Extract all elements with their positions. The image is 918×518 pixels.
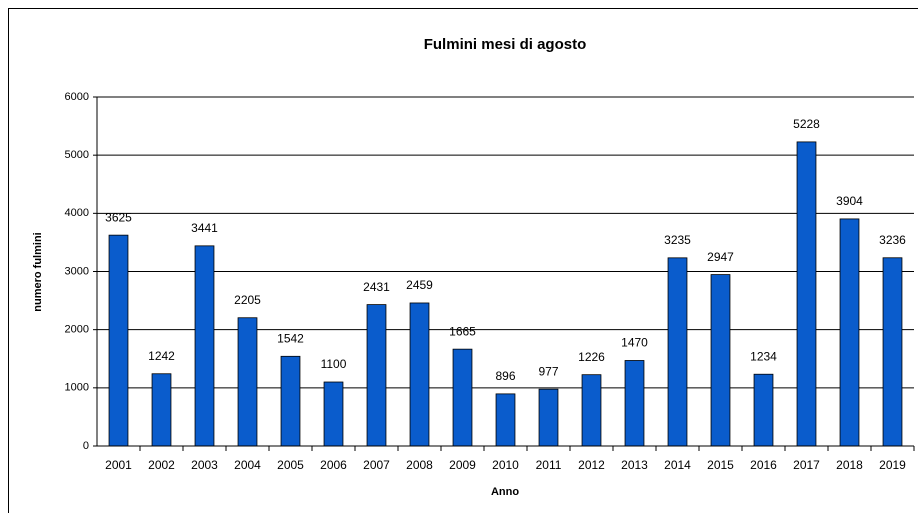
- data-label: 2431: [363, 280, 390, 294]
- x-tick-label: 2006: [320, 458, 347, 472]
- bar: [754, 374, 773, 446]
- x-tick-label: 2014: [664, 458, 691, 472]
- x-tick-label: 2007: [363, 458, 390, 472]
- y-tick-label: 2000: [65, 324, 89, 336]
- data-label: 5228: [793, 117, 820, 131]
- x-tick-label: 2010: [492, 458, 519, 472]
- data-label: 3236: [879, 233, 906, 247]
- data-label: 977: [538, 364, 558, 378]
- bar: [496, 394, 515, 446]
- data-label: 2205: [234, 293, 261, 307]
- x-tick-label: 2017: [793, 458, 820, 472]
- y-tick-label: 5000: [65, 149, 89, 161]
- x-tick-label: 2009: [449, 458, 476, 472]
- x-tick-label: 2016: [750, 458, 777, 472]
- bar: [582, 375, 601, 446]
- bar: [711, 275, 730, 446]
- x-tick-label: 2015: [707, 458, 734, 472]
- data-label: 1542: [277, 331, 304, 345]
- data-label: 896: [495, 369, 515, 383]
- x-axis-label: Anno: [491, 486, 519, 498]
- x-tick-label: 2008: [406, 458, 433, 472]
- bar: [883, 258, 902, 446]
- chart-title: Fulmini mesi di agosto: [424, 36, 587, 53]
- x-tick-label: 2018: [836, 458, 863, 472]
- x-tick-label: 2004: [234, 458, 261, 472]
- data-label: 1470: [621, 336, 648, 350]
- data-label: 1242: [148, 349, 175, 363]
- data-label: 3441: [191, 221, 218, 235]
- y-tick-label: 1000: [65, 382, 89, 394]
- data-label: 3904: [836, 194, 863, 208]
- bar: [453, 349, 472, 446]
- bar: [367, 305, 386, 446]
- x-tick-label: 2019: [879, 458, 906, 472]
- y-tick-label: 0: [83, 440, 89, 452]
- bar: [410, 303, 429, 446]
- data-label: 3625: [105, 210, 132, 224]
- y-tick-label: 4000: [65, 207, 89, 219]
- bar: [238, 318, 257, 446]
- x-tick-label: 2013: [621, 458, 648, 472]
- data-label: 2459: [406, 278, 433, 292]
- data-label: 2947: [707, 250, 734, 264]
- data-label: 3235: [664, 233, 691, 247]
- bar: [840, 219, 859, 446]
- data-label: 1665: [449, 324, 476, 338]
- x-tick-label: 2005: [277, 458, 304, 472]
- x-tick-label: 2012: [578, 458, 605, 472]
- x-tick-label: 2011: [536, 458, 562, 472]
- x-tick-label: 2001: [105, 458, 132, 472]
- bar: [152, 374, 171, 446]
- y-axis-label: numero fulmini: [32, 232, 44, 311]
- data-label: 1100: [321, 357, 347, 371]
- x-tick-label: 2002: [148, 458, 175, 472]
- y-tick-label: 6000: [65, 91, 89, 103]
- bar: [195, 246, 214, 446]
- data-label: 1234: [750, 349, 777, 363]
- bar: [539, 389, 558, 446]
- x-tick-label: 2003: [191, 458, 218, 472]
- bar: [109, 235, 128, 446]
- bar: [281, 356, 300, 446]
- data-label: 1226: [578, 350, 605, 364]
- bar: [668, 258, 687, 446]
- bar: [625, 360, 644, 446]
- bar: [797, 142, 816, 446]
- bar: [324, 382, 343, 446]
- y-tick-label: 3000: [65, 265, 89, 277]
